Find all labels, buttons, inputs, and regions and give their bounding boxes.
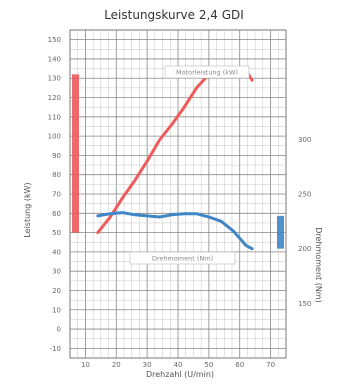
y-left-tick-label: 140 <box>48 55 61 63</box>
y-left-tick-label: 120 <box>48 94 61 102</box>
y-left-tick-label: -10 <box>50 345 61 353</box>
torque-legend-label: Drehmoment (Nm) <box>152 255 213 263</box>
y-left-tick-label: 100 <box>48 133 61 141</box>
x-tick-label: 10 <box>81 361 90 369</box>
x-tick-label: 70 <box>266 361 275 369</box>
torque-legend-box <box>129 251 236 265</box>
y-right-tick-label: 250 <box>298 191 311 199</box>
power-legend-box <box>164 65 250 79</box>
y-left-tick-label: 80 <box>52 171 61 179</box>
x-tick-label: 40 <box>174 361 183 369</box>
y-left-tick-label: 150 <box>48 36 61 44</box>
legend-labels: Motorleistung (kW) Drehmoment (Nm) <box>129 65 250 265</box>
y-left-tick-label: 30 <box>52 268 61 276</box>
y-right-tick-label: 300 <box>298 136 311 144</box>
torque-curve-line <box>96 211 254 251</box>
y-left-tick-label: 20 <box>52 287 61 295</box>
x-tick-label: 20 <box>112 361 121 369</box>
value-bands <box>72 74 284 249</box>
y-axis-left-label: Leistung (kW) <box>23 182 32 237</box>
x-tick-label: 50 <box>204 361 213 369</box>
y-left-tick-label: 60 <box>52 210 61 218</box>
x-axis-label: Drehzahl (U/min) <box>146 370 214 379</box>
y-left-tick-label: 10 <box>52 306 61 314</box>
left-value-band <box>72 74 79 233</box>
right-value-band <box>277 215 284 249</box>
y-left-tick-label: 110 <box>48 113 61 121</box>
y-left-tick-label: 50 <box>52 229 61 237</box>
x-tick-label: 30 <box>143 361 152 369</box>
y-axis-right-label: Drehmoment (Nm) <box>314 227 323 302</box>
power-legend-label: Motorleistung (kW) <box>176 69 238 77</box>
y-left-tick-label: 90 <box>52 152 61 160</box>
chart-title: Leistungskurve 2,4 GDI <box>104 8 244 22</box>
x-tick-label: 60 <box>235 361 244 369</box>
y-right-tick-label: 200 <box>298 245 311 253</box>
y-left-tick-label: 130 <box>48 75 61 83</box>
y-left-tick-label: 70 <box>52 191 61 199</box>
y-left-tick-label: 0 <box>57 326 61 334</box>
tick-labels: 10 20 30 40 50 60 70 -10 0 10 20 30 40 50 60 70 80 90 100 1… <box>48 36 312 369</box>
y-right-tick-label: 150 <box>298 300 311 308</box>
y-left-tick-label: 40 <box>52 248 61 256</box>
